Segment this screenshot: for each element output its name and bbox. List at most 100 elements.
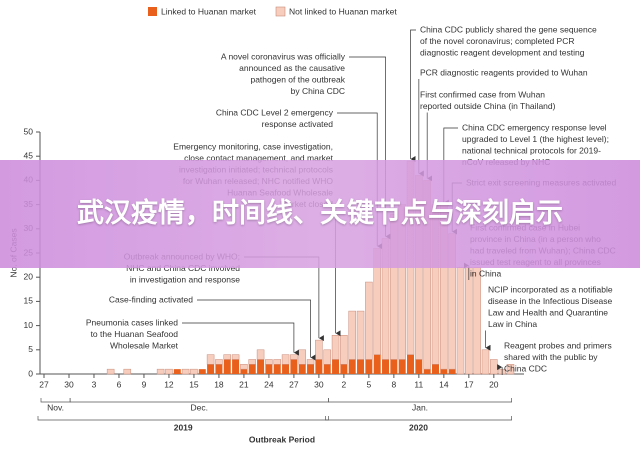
x-tick-label: 17 [464, 379, 474, 389]
legend-label: Not linked to Huanan market [289, 6, 397, 16]
x-tick-label: 5 [367, 379, 372, 389]
bar-segment [348, 359, 356, 374]
bar-segment [340, 364, 348, 374]
bar-segment [248, 359, 256, 365]
annotation-text: First confirmed case from Wuhan [420, 89, 545, 99]
x-tick-label: 11 [414, 379, 423, 389]
annotation-text: NCIP incorporated as a notifiable [488, 284, 613, 294]
bar-segment [506, 364, 515, 375]
x-tick-label: 27 [39, 379, 49, 389]
bar-segment [206, 354, 215, 365]
bar-segment [223, 354, 232, 360]
annotation-connector [182, 322, 299, 356]
bar-segment [156, 368, 165, 375]
bar-segment [365, 281, 373, 360]
bar-segment [323, 364, 331, 374]
bar-segment [357, 359, 365, 374]
annotation-text: national technical protocols for 2019- [462, 145, 601, 155]
bar-segment [215, 364, 223, 374]
bar-segment [373, 354, 381, 374]
annotation-text: of the novel coronavirus; completed PCR [420, 36, 575, 46]
annotation-text: Pneumonia cases linked [86, 317, 178, 327]
bar-segment [490, 359, 498, 375]
bar-segment [265, 364, 273, 374]
bar-segment [440, 369, 448, 374]
annotation-text: China CDC publicly shared the gene seque… [420, 24, 597, 34]
x-tick-label: 2 [342, 379, 347, 389]
bar-segment [290, 359, 298, 374]
bar-segment [465, 267, 473, 375]
annotation-text: China CDC [504, 363, 547, 373]
bar-segment [106, 368, 115, 375]
bar-segment [331, 335, 340, 360]
annotation-text: response activated [262, 119, 334, 129]
y-tick-label: 0 [28, 368, 33, 378]
x-tick-label: 20 [489, 379, 499, 389]
bar-segment [265, 359, 273, 365]
annotation-text: diagnostic reagent development and testi… [420, 47, 585, 57]
bar-segment [390, 359, 398, 374]
bar-segment [332, 359, 340, 374]
bar-segment [290, 354, 298, 360]
bar-segment [315, 359, 323, 374]
bar-segment [165, 368, 173, 375]
annotation-text: Case-finding activated [109, 294, 193, 304]
bar-segment [407, 354, 415, 374]
legend-swatch [275, 6, 286, 17]
annotation-text: Emergency monitoring, case investigation… [173, 141, 333, 151]
bar-segment [173, 369, 181, 374]
bar-segment [123, 368, 132, 375]
overlay-banner: 武汉疫情，时间线、关键节点与深刻启示 [0, 160, 640, 268]
month-label: Jan. [412, 402, 428, 412]
bar-segment [448, 369, 456, 374]
annotation-text: in China [470, 268, 501, 278]
bar-segment [456, 267, 465, 375]
bar-segment [215, 359, 223, 365]
x-tick-label: 21 [239, 379, 249, 389]
annotation-text: by China CDC [291, 86, 345, 96]
year-bracket [325, 416, 512, 421]
x-tick-label: 9 [142, 379, 147, 389]
bar-segment [223, 359, 231, 374]
annotation-text: shared with the public by [504, 352, 598, 362]
bar-segment [306, 359, 315, 365]
bar-segment [282, 364, 290, 374]
bar-segment [298, 364, 306, 374]
month-label: Nov. [47, 402, 64, 412]
bar-segment [298, 349, 306, 365]
bar-segment [273, 364, 281, 374]
bar-segment [198, 369, 206, 374]
bar-segment [382, 359, 390, 374]
x-tick-label: 12 [164, 379, 174, 389]
x-tick-label: 15 [189, 379, 199, 389]
bar-segment [415, 359, 423, 374]
annotation-text: China CDC emergency response level [462, 122, 607, 132]
bar-segment [190, 368, 198, 375]
bar-segment [256, 349, 265, 360]
bar-segment [481, 349, 490, 375]
y-tick-label: 10 [24, 320, 34, 330]
bar-segment [356, 310, 365, 360]
annotation-text: Law and Health and Quarantine [488, 307, 608, 317]
annotation-text: Wholesale Market [110, 340, 179, 350]
bar-segment [257, 359, 265, 374]
bar-segment [473, 267, 481, 375]
x-tick-label: 8 [391, 379, 396, 389]
y-tick-label: 5 [28, 344, 33, 354]
x-tick-label: 27 [289, 379, 299, 389]
annotation-connector [244, 256, 324, 342]
bar-segment [315, 339, 323, 360]
annotation-text: disease in the Infectious Disease [488, 296, 613, 306]
x-tick-label: 14 [439, 379, 449, 389]
annotation-text: Law in China [488, 319, 537, 329]
annotation-text: upgraded to Level 1 (the highest level); [462, 134, 609, 144]
y-tick-label: 45 [24, 150, 34, 160]
bar-segment [281, 354, 290, 365]
bar-segment [181, 368, 190, 375]
overlay-title: 武汉疫情，时间线、关键节点与深刻启示 [77, 198, 563, 229]
annotation-text: Reagent probes and primers [504, 340, 612, 350]
annotation-text: reported outside China (in Thailand) [420, 101, 556, 111]
bar-segment [423, 369, 431, 374]
x-tick-label: 30 [64, 379, 74, 389]
